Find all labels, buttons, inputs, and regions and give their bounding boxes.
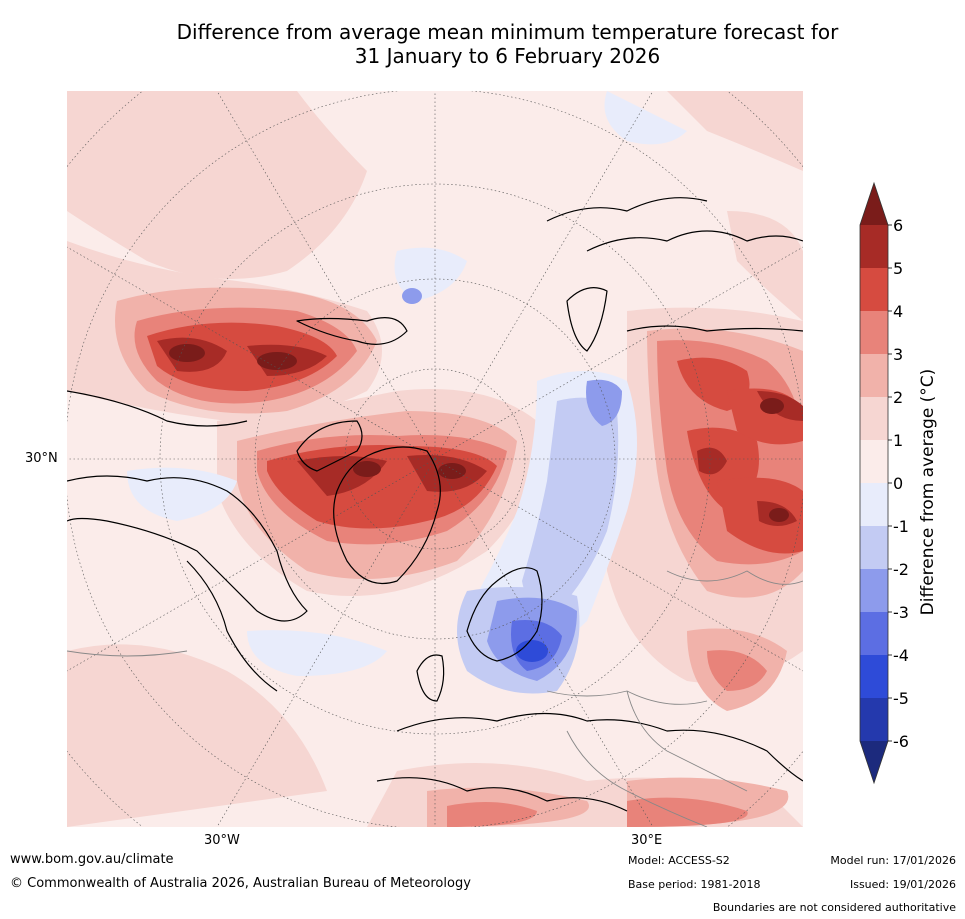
footer-model-run: Model run: 17/01/2026	[830, 854, 956, 867]
footer-base-period: Base period: 1981-2018	[628, 878, 761, 891]
footer-disclaimer: Boundaries are not considered authoritat…	[712, 901, 956, 914]
anomaly-over-6-regions	[169, 344, 789, 522]
colorbar-tick-label: 1	[893, 431, 903, 450]
colorbar-svg: 6 5 4 3 2 1 0 -1 -2 -3 -4 -5 -6	[859, 181, 909, 785]
colorbar-swatch	[860, 440, 888, 483]
colorbar-tick-label: -3	[893, 603, 909, 622]
colorbar-tick-label: 6	[893, 216, 903, 235]
colorbar-extend-top	[860, 183, 888, 225]
footer-copyright: © Commonwealth of Australia 2026, Austra…	[10, 876, 471, 891]
colorbar: 6 5 4 3 2 1 0 -1 -2 -3 -4 -5 -6	[855, 180, 965, 790]
graticule	[67, 91, 803, 827]
colorbar-tick-label: 5	[893, 259, 903, 278]
colorbar-swatches	[859, 181, 889, 785]
forecast-map	[67, 91, 803, 827]
colorbar-tick-label: -6	[893, 732, 909, 751]
colorbar-swatch	[860, 569, 888, 612]
title-line-2: 31 January to 6 February 2026	[354, 44, 661, 68]
colorbar-tick-label: -5	[893, 689, 909, 708]
lon-label-30e: 30°E	[631, 833, 663, 848]
footer-issued: Issued: 19/01/2026	[849, 878, 956, 891]
colorbar-swatch	[860, 268, 888, 311]
chart-title: Difference from average mean minimum tem…	[60, 20, 955, 68]
coastlines	[67, 197, 803, 812]
footer-url[interactable]: www.bom.gov.au/climate	[10, 852, 174, 867]
colorbar-tick-label: -2	[893, 560, 909, 579]
footer-model: Model: ACCESS-S2	[628, 854, 730, 867]
colorbar-swatch	[860, 483, 888, 526]
colorbar-swatch	[860, 397, 888, 440]
colorbar-swatch	[860, 655, 888, 698]
colorbar-swatch	[860, 225, 888, 268]
colorbar-swatch	[860, 526, 888, 569]
colorbar-label: Difference from average (°C)	[918, 368, 938, 616]
colorbar-tick-label: -1	[893, 517, 909, 536]
colorbar-extend-bottom	[860, 741, 888, 783]
colorbar-swatch	[860, 311, 888, 354]
colorbar-tick-label: 4	[893, 302, 903, 321]
lon-label-30w: 30°W	[204, 833, 240, 848]
colorbar-swatch	[860, 612, 888, 655]
colorbar-swatch	[860, 354, 888, 397]
colorbar-swatch	[860, 698, 888, 741]
colorbar-tick-label: 2	[893, 388, 903, 407]
lat-label-30n: 30°N	[25, 451, 58, 466]
colorbar-tick-label: 3	[893, 345, 903, 364]
colorbar-tick-label: -4	[893, 646, 909, 665]
title-line-1: Difference from average mean minimum tem…	[176, 20, 839, 44]
boundaries	[67, 570, 803, 827]
map-svg	[67, 91, 803, 827]
colorbar-ticks: 6 5 4 3 2 1 0 -1 -2 -3 -4 -5 -6	[888, 216, 909, 751]
colorbar-tick-label: 0	[893, 474, 903, 493]
